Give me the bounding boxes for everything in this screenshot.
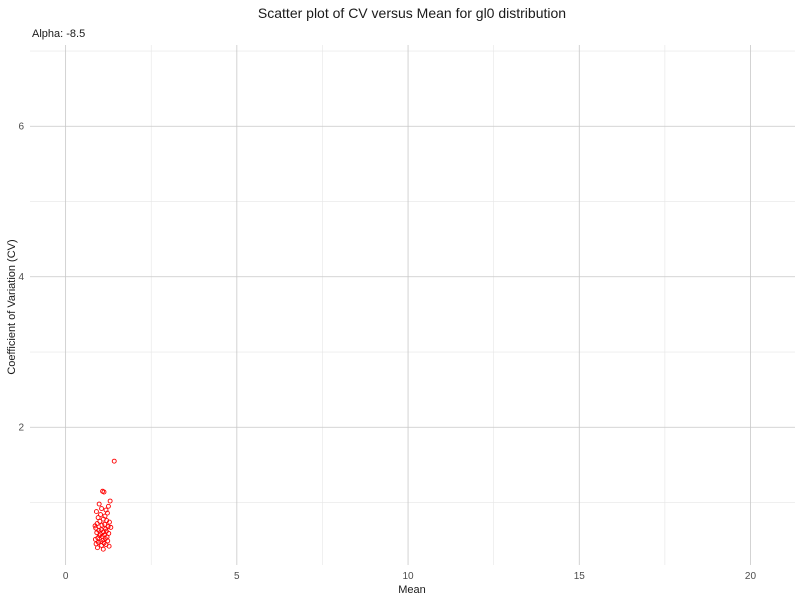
data-point bbox=[108, 524, 114, 530]
data-point bbox=[101, 529, 107, 535]
x-tick-label: 20 bbox=[745, 571, 757, 582]
data-point bbox=[105, 538, 111, 544]
data-point bbox=[99, 542, 105, 548]
data-point bbox=[98, 512, 103, 518]
data-point bbox=[92, 523, 98, 529]
y-tick-label: 4 bbox=[18, 272, 24, 283]
chart-title: Scatter plot of CV versus Mean for gl0 d… bbox=[258, 5, 566, 21]
data-point bbox=[92, 536, 98, 542]
data-point bbox=[106, 530, 112, 536]
x-tick-label: 10 bbox=[402, 571, 414, 582]
data-point bbox=[105, 503, 111, 509]
data-point bbox=[93, 525, 99, 531]
data-points bbox=[92, 458, 117, 552]
data-point bbox=[95, 545, 100, 551]
y-axis-label: Coefficient of Variation (CV) bbox=[6, 239, 18, 374]
data-point bbox=[105, 524, 111, 530]
chart-subtitle: Alpha: -8.5 bbox=[32, 28, 85, 40]
data-point bbox=[96, 501, 102, 507]
data-point bbox=[111, 458, 117, 464]
data-point bbox=[93, 509, 99, 515]
tick-labels: 0 5 10 15 20 2 4 6 bbox=[18, 121, 756, 582]
data-point bbox=[101, 489, 107, 495]
grid bbox=[30, 45, 795, 565]
data-point bbox=[102, 521, 108, 527]
data-point bbox=[107, 498, 113, 504]
y-tick-label: 6 bbox=[18, 121, 24, 132]
y-tick-label: 2 bbox=[18, 422, 24, 433]
x-tick-label: 0 bbox=[63, 571, 69, 582]
data-point bbox=[100, 546, 106, 552]
data-point bbox=[95, 515, 101, 521]
data-point bbox=[99, 522, 105, 528]
data-point bbox=[99, 506, 105, 512]
data-point bbox=[104, 510, 110, 516]
x-axis-label: Mean bbox=[398, 584, 426, 596]
data-point bbox=[106, 543, 112, 549]
x-tick-label: 15 bbox=[574, 571, 586, 582]
data-point bbox=[106, 519, 112, 525]
x-tick-label: 5 bbox=[234, 571, 240, 582]
